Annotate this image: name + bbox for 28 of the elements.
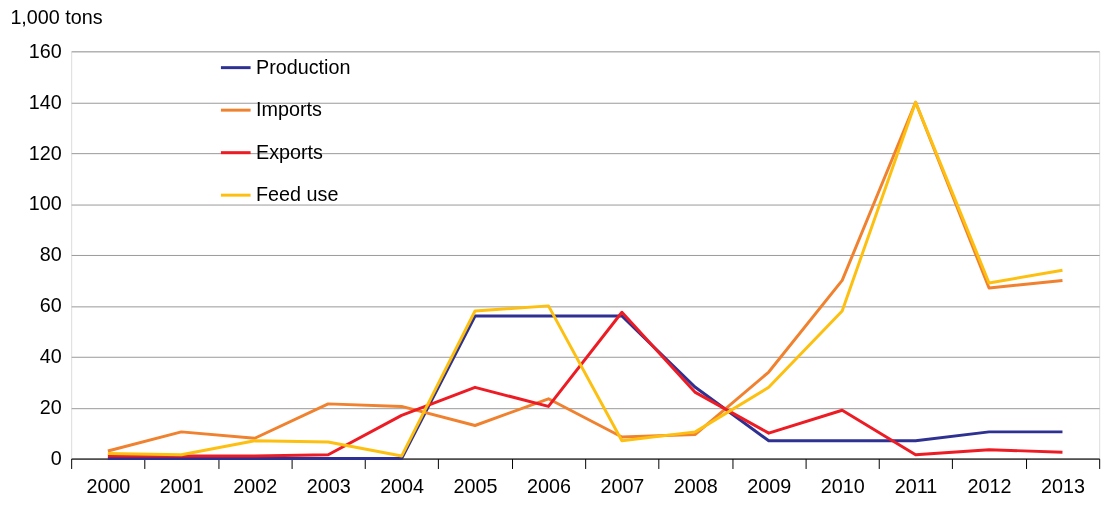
x-tick-label: 2013 <box>1040 474 1085 497</box>
x-tick-label: 2012 <box>967 474 1012 497</box>
y-tick-label: 140 <box>28 90 62 113</box>
x-tick-label: 2005 <box>453 474 498 497</box>
x-tick-label: 2004 <box>380 474 425 497</box>
x-tick-label: 2006 <box>526 474 571 497</box>
x-tick-label: 2011 <box>894 474 938 497</box>
legend-label: Imports <box>256 98 322 121</box>
y-tick-label: 40 <box>39 345 62 368</box>
y-tick-label: 160 <box>28 39 62 62</box>
x-tick-label: 2003 <box>306 474 351 497</box>
x-tick-label: 2001 <box>159 474 204 497</box>
y-tick-label: 120 <box>28 141 62 164</box>
legend-label: Feed use <box>256 183 339 206</box>
x-tick-label: 2002 <box>233 474 278 497</box>
y-tick-label: 60 <box>39 294 62 317</box>
x-tick-label: 2008 <box>673 474 718 497</box>
y-axis-title: 1,000 tons <box>10 6 103 29</box>
y-tick-label: 80 <box>39 243 62 266</box>
legend-label: Exports <box>256 140 324 163</box>
x-tick-label: 2010 <box>820 474 865 497</box>
y-tick-label: 100 <box>28 192 62 215</box>
legend-label: Production <box>256 55 351 78</box>
y-tick-label: 0 <box>50 447 62 470</box>
x-tick-label: 2007 <box>600 474 645 497</box>
x-tick-label: 2000 <box>86 474 131 497</box>
y-tick-label: 20 <box>39 396 62 419</box>
x-tick-label: 2009 <box>747 474 792 497</box>
